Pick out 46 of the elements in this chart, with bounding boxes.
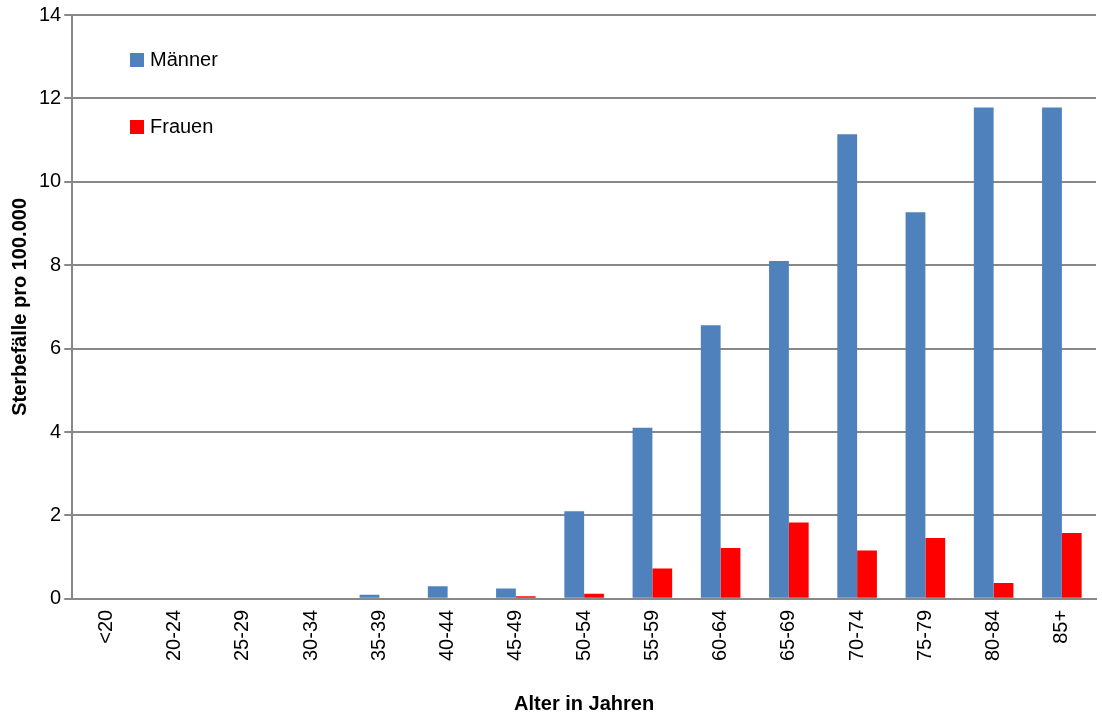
x-tick-label: 45-49 [503, 609, 526, 661]
x-tick-label: 20-24 [162, 609, 185, 661]
x-tick-label: 35-39 [366, 609, 389, 661]
bar [652, 568, 673, 598]
bar [837, 134, 858, 598]
x-tick-label: 25-29 [230, 609, 253, 661]
bar [564, 511, 585, 598]
bar [720, 547, 741, 598]
bar [788, 522, 809, 598]
x-tick-label: 50-54 [571, 609, 594, 661]
x-tick-label: 40-44 [435, 609, 458, 661]
x-axis-title: Alter in Jahren [514, 691, 655, 714]
y-tick-label: 4 [50, 419, 62, 442]
x-tick-label: 30-34 [298, 609, 321, 661]
bar [359, 594, 380, 598]
x-tick-label: 65-69 [776, 609, 799, 661]
x-tick-label: <20 [93, 609, 116, 644]
x-tick-label: 55-59 [639, 609, 662, 661]
bar [1042, 107, 1062, 598]
bar [857, 550, 877, 598]
y-tick-label: 0 [50, 586, 62, 609]
y-tick-label: 10 [39, 169, 62, 192]
bar [496, 588, 516, 598]
bar [925, 537, 946, 598]
y-tick-label: 2 [50, 502, 62, 525]
legend-label: Männer [150, 48, 218, 71]
y-tick-label: 6 [50, 336, 62, 359]
x-tick-label: 85+ [1049, 609, 1072, 644]
y-tick-label: 12 [39, 85, 62, 108]
y-tick-label: 8 [50, 252, 62, 275]
x-tick-label: 80-84 [981, 609, 1004, 661]
bar [700, 325, 721, 598]
bar [427, 586, 448, 598]
y-tick-label: 14 [39, 2, 62, 25]
bar [632, 427, 653, 598]
bar [769, 261, 789, 598]
x-tick-label: 70-74 [844, 609, 867, 661]
bar [1061, 532, 1082, 598]
legend-label: Frauen [150, 115, 214, 138]
y-axis-title: Sterbefälle pro 100.000 [7, 197, 30, 416]
bar [993, 583, 1014, 598]
bar [905, 212, 926, 598]
bar [973, 107, 994, 598]
x-tick-label: 75-79 [912, 609, 935, 661]
x-tick-label: 60-64 [708, 609, 731, 661]
bar [584, 593, 604, 598]
